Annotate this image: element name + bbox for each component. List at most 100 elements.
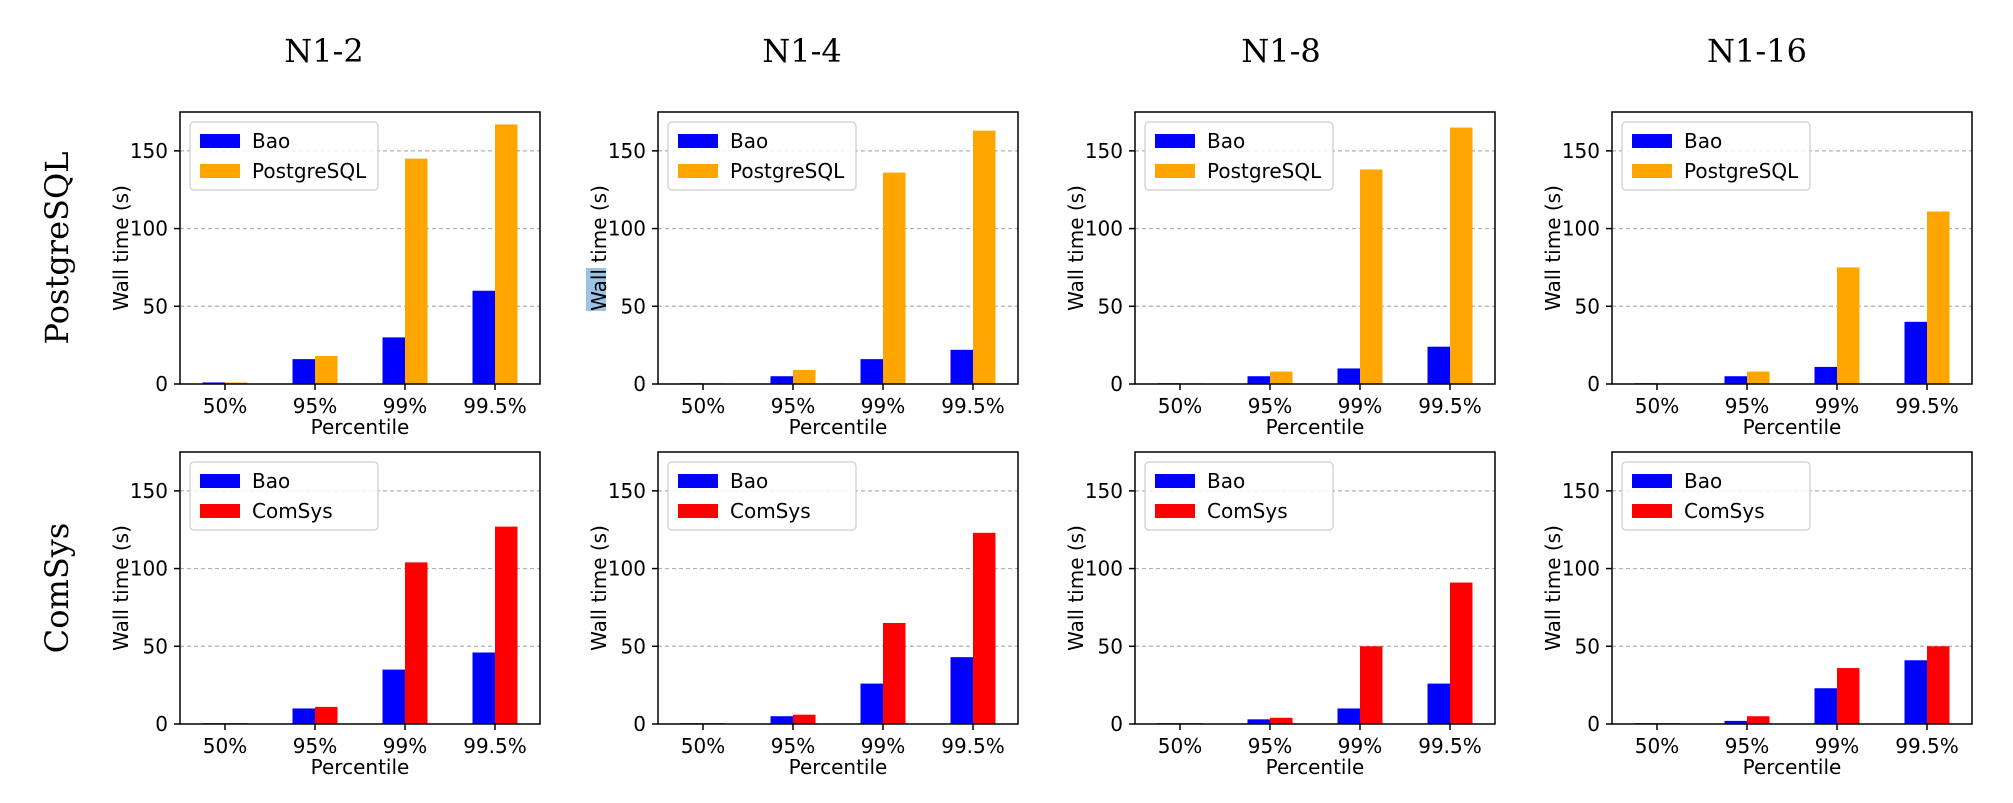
bar-comsys-99-5pct bbox=[495, 526, 518, 724]
subplot-1-2: 0 50 100 150 50% 95% 99% 99.5% Percentile Wall ti… bbox=[1064, 451, 1496, 779]
bar-bao-99-5pct bbox=[950, 657, 973, 724]
legend-label-bao: Bao bbox=[1207, 129, 1245, 153]
bar-comsys-99pct bbox=[883, 622, 906, 724]
y-tick-label: 150 bbox=[1562, 479, 1600, 503]
x-tick-label: 95% bbox=[1725, 394, 1769, 418]
x-tick-label: 99% bbox=[1815, 394, 1859, 418]
y-tick-label: 150 bbox=[130, 479, 168, 503]
bar-bao-95pct bbox=[1247, 376, 1270, 384]
x-tick-label: 99.5% bbox=[463, 734, 527, 758]
legend-label-bao: Bao bbox=[730, 129, 768, 153]
y-axis-label: Wall time (s) bbox=[109, 185, 133, 311]
legend-swatch-comsys bbox=[1632, 504, 1672, 518]
y-tick-label: 100 bbox=[130, 557, 168, 581]
subplot-0-0: 0 50 100 150 50% 95% 99% 99.5% Percentile Wall ti… bbox=[109, 111, 541, 439]
x-tick-label: 95% bbox=[771, 734, 815, 758]
bar-comsys-99pct bbox=[1837, 668, 1860, 724]
bar-postgresql-95pct bbox=[1747, 371, 1770, 384]
subplot-0-1: 0 50 100 150 50% 95% 99% 99.5% Percentile Wall ti… bbox=[586, 111, 1019, 439]
bar-bao-99pct bbox=[1814, 688, 1837, 724]
x-tick-label: 99% bbox=[383, 734, 427, 758]
bar-bao-95pct bbox=[770, 376, 793, 384]
bar-bao-99pct bbox=[382, 669, 405, 724]
x-tick-label: 50% bbox=[1635, 734, 1679, 758]
y-tick-label: 150 bbox=[608, 139, 646, 163]
legend-label-postgresql: PostgreSQL bbox=[1207, 159, 1322, 183]
legend-swatch-bao bbox=[1155, 134, 1195, 148]
bar-postgresql-99pct bbox=[1837, 267, 1860, 384]
y-tick-label: 150 bbox=[1085, 479, 1123, 503]
legend-label-postgresql: PostgreSQL bbox=[1684, 159, 1799, 183]
bar-bao-95pct bbox=[1724, 376, 1747, 384]
x-axis-label: Percentile bbox=[789, 755, 888, 779]
bar-bao-99-5pct bbox=[1427, 683, 1450, 724]
x-tick-label: 50% bbox=[203, 394, 247, 418]
legend-swatch-bao bbox=[1155, 474, 1195, 488]
subplot-1-0: 0 50 100 150 50% 95% 99% 99.5% Percentile Wall ti… bbox=[109, 451, 541, 779]
x-tick-label: 95% bbox=[293, 734, 337, 758]
bar-bao-95pct bbox=[1247, 719, 1270, 724]
legend-label-bao: Bao bbox=[252, 129, 290, 153]
y-tick-label: 0 bbox=[1110, 372, 1123, 396]
bar-postgresql-95pct bbox=[315, 356, 338, 384]
bar-postgresql-50pct bbox=[225, 382, 248, 384]
y-tick-label: 100 bbox=[1562, 557, 1600, 581]
bar-bao-99-5pct bbox=[1427, 346, 1450, 384]
y-tick-label: 0 bbox=[633, 712, 646, 736]
bar-postgresql-99-5pct bbox=[1927, 211, 1950, 384]
x-axis-label: Percentile bbox=[311, 415, 410, 439]
axes-frame bbox=[657, 111, 1019, 385]
bar-bao-50pct bbox=[202, 382, 225, 384]
y-tick-label: 0 bbox=[155, 372, 168, 396]
bar-bao-99-5pct bbox=[1904, 660, 1927, 724]
y-tick-label: 100 bbox=[608, 557, 646, 581]
legend-swatch-comsys bbox=[678, 504, 718, 518]
legend-label-comsys: ComSys bbox=[730, 499, 811, 523]
x-axis-label: Percentile bbox=[1266, 415, 1365, 439]
legend-swatch-bao bbox=[200, 134, 240, 148]
bar-bao-99pct bbox=[382, 337, 405, 384]
bar-bao-99-5pct bbox=[1904, 321, 1927, 384]
bar-postgresql-99pct bbox=[1360, 169, 1383, 384]
y-tick-label: 50 bbox=[1098, 634, 1123, 658]
column-title-n1-8: N1-8 bbox=[1241, 32, 1321, 70]
y-tick-label: 150 bbox=[130, 139, 168, 163]
legend-swatch-postgresql bbox=[1632, 164, 1672, 178]
y-tick-label: 50 bbox=[1098, 294, 1123, 318]
y-axis-label: Wall time (s) bbox=[1064, 525, 1088, 651]
y-tick-label: 0 bbox=[1587, 712, 1600, 736]
x-tick-label: 99.5% bbox=[941, 394, 1005, 418]
y-tick-label: 50 bbox=[621, 294, 646, 318]
x-tick-label: 50% bbox=[1635, 394, 1679, 418]
y-tick-label: 150 bbox=[608, 479, 646, 503]
x-axis-label: Percentile bbox=[1266, 755, 1365, 779]
legend-swatch-postgresql bbox=[1155, 164, 1195, 178]
y-tick-label: 0 bbox=[633, 372, 646, 396]
x-tick-label: 50% bbox=[1158, 734, 1202, 758]
y-tick-label: 100 bbox=[1085, 557, 1123, 581]
legend-swatch-bao bbox=[200, 474, 240, 488]
legend-swatch-bao bbox=[678, 474, 718, 488]
axes-frame bbox=[1611, 111, 1973, 385]
axes-frame bbox=[1134, 111, 1496, 385]
y-axis-label: Wall time (s) bbox=[587, 525, 611, 651]
x-tick-label: 99.5% bbox=[1895, 734, 1959, 758]
y-axis-label: Wall time (s) bbox=[1541, 185, 1565, 311]
y-tick-label: 50 bbox=[143, 634, 168, 658]
x-tick-label: 99.5% bbox=[1418, 394, 1482, 418]
bar-bao-99pct bbox=[1814, 366, 1837, 384]
bar-postgresql-99-5pct bbox=[973, 130, 996, 384]
x-tick-label: 99% bbox=[1815, 734, 1859, 758]
bar-bao-95pct bbox=[1724, 720, 1747, 724]
y-tick-label: 100 bbox=[1562, 217, 1600, 241]
bar-comsys-99-5pct bbox=[1450, 582, 1473, 724]
bar-comsys-95pct bbox=[315, 706, 338, 724]
y-tick-label: 150 bbox=[1562, 139, 1600, 163]
row-title-postgresql: PostgreSQL bbox=[38, 152, 76, 345]
y-tick-label: 50 bbox=[1575, 294, 1600, 318]
bar-bao-99pct bbox=[860, 359, 883, 384]
axes-frame bbox=[179, 451, 541, 725]
bar-comsys-99pct bbox=[405, 562, 428, 724]
legend-label-comsys: ComSys bbox=[252, 499, 333, 523]
